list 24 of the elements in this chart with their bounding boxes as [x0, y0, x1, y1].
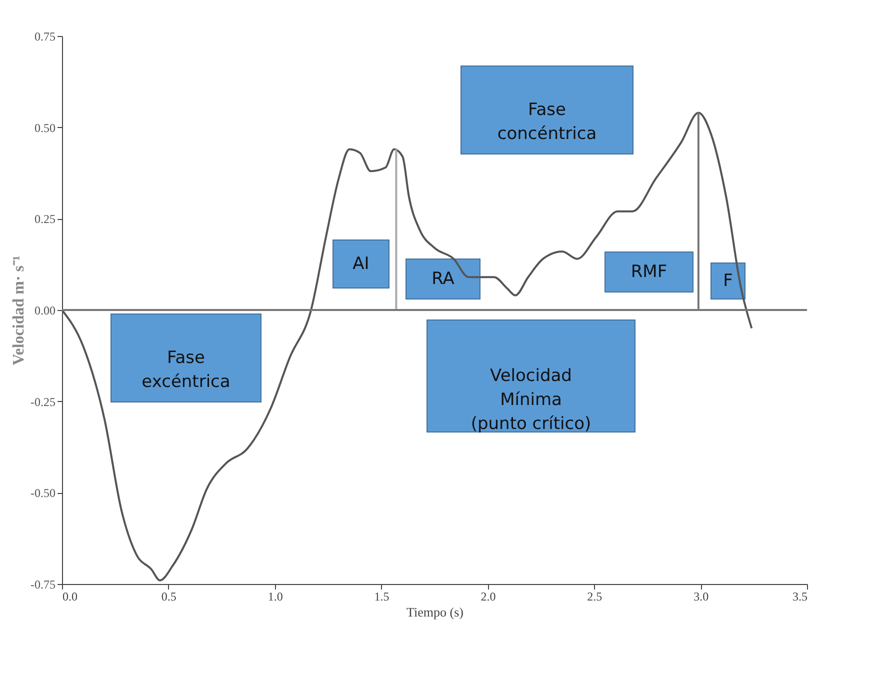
y-axis-title: Velocidad m· s⁻¹: [10, 255, 28, 366]
annotation: Fase excéntrica: [142, 348, 230, 392]
y-tick-label: 0.50: [34, 120, 56, 135]
annotation: AI: [352, 254, 370, 274]
x-tick-label: 3.5: [792, 590, 808, 604]
x-tick-label: 1.5: [374, 590, 390, 604]
y-tick-label: 0.00: [34, 304, 56, 318]
annotation: Velocidad Mínima (punto crítico): [470, 366, 592, 434]
x-axis-title: Tiempo (s): [406, 604, 464, 620]
annotation: RA: [432, 269, 455, 289]
x-tick-label: 0.0: [62, 590, 78, 604]
x-tick-label: 0.5: [161, 590, 176, 604]
y-tick-label: 0.25: [34, 212, 56, 226]
annotation: F: [723, 271, 733, 291]
annotation: Fase concéntrica: [497, 100, 597, 144]
x-tick-label: 3.0: [694, 590, 709, 604]
y-tick-label: -0.50: [30, 486, 56, 500]
x-tick-label: 2.5: [587, 590, 602, 604]
y-tick-label: -0.75: [30, 578, 56, 592]
y-tick-label: 0.75: [34, 30, 56, 44]
x-tick-label: 1.0: [268, 590, 283, 604]
x-tick-label: 2.0: [480, 590, 496, 604]
y-tick-label: -0.25: [30, 394, 56, 409]
annotation: RMF: [630, 262, 668, 282]
